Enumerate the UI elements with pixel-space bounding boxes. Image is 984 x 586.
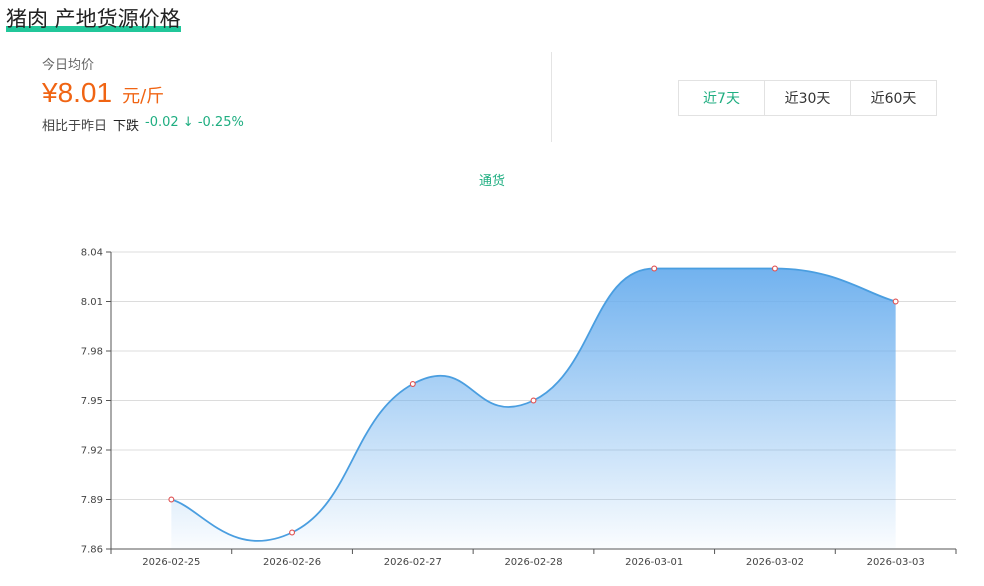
compare-label: 相比于昨日 <box>42 119 108 134</box>
price-unit: 元/斤 <box>122 86 165 107</box>
series-area <box>171 268 896 549</box>
tick-labels: 7.86 7.89 7.92 7.95 7.98 8.01 8.04 2026-02-25 20… <box>81 248 925 569</box>
y-tick-label: 7.95 <box>81 396 103 407</box>
data-point-2026-02-27[interactable] <box>409 381 416 387</box>
x-tick-label: 2026-02-27 <box>384 557 442 568</box>
range-tabs: 近7天 近30天 近60天 <box>678 80 937 116</box>
tab-60-days[interactable]: 近60天 <box>850 81 936 115</box>
legend-item-tonghuo[interactable]: 通货 <box>478 174 505 189</box>
y-tick-label: 7.98 <box>81 347 103 358</box>
y-tick-label: 7.92 <box>81 446 103 457</box>
data-point-2026-02-26[interactable] <box>289 529 296 536</box>
x-tick-label: 2026-03-02 <box>746 557 804 568</box>
x-tick-label: 2026-02-26 <box>263 557 321 568</box>
data-point-2026-02-25[interactable] <box>168 496 175 503</box>
page-title: 猪肉 产地货源价格 <box>6 7 181 31</box>
y-tick-label: 7.89 <box>81 495 103 506</box>
x-tick-label: 2026-03-01 <box>625 557 683 568</box>
y-tick-label: 8.01 <box>81 297 103 308</box>
today-label: 今日均价 <box>42 58 95 73</box>
y-tick-label: 8.04 <box>81 248 103 259</box>
x-tick-label: 2026-03-03 <box>867 557 925 568</box>
compare-row: 相比于昨日 下跌 -0.02 ↓ -0.25% <box>42 115 542 134</box>
data-point-2026-02-28[interactable] <box>530 397 537 404</box>
chart-legend[interactable]: 通货 <box>0 170 984 189</box>
y-tick-label: 7.86 <box>81 545 103 556</box>
page-title-wrap: 猪肉 产地货源价格 <box>6 4 181 34</box>
change-direction: 下跌 <box>113 119 140 134</box>
today-price: ¥8.01 <box>42 77 113 108</box>
title-underline <box>6 26 181 32</box>
price-summary: 今日均价 ¥8.01 元/斤 相比于昨日 下跌 -0.02 ↓ -0.25% <box>42 54 542 134</box>
tab-30-days[interactable]: 近30天 <box>764 81 850 115</box>
summary-divider <box>551 52 552 142</box>
data-point-2026-03-03[interactable] <box>892 298 899 305</box>
data-point-2026-03-02[interactable] <box>771 265 778 272</box>
data-points <box>168 265 899 536</box>
x-tick-label: 2026-02-25 <box>142 557 200 568</box>
price-row: ¥8.01 元/斤 <box>42 77 542 109</box>
data-point-2026-03-01[interactable] <box>651 265 658 272</box>
tab-7-days[interactable]: 近7天 <box>679 81 764 115</box>
change-value: -0.02 ↓ -0.25% <box>145 115 244 130</box>
x-tick-label: 2026-02-28 <box>504 557 562 568</box>
